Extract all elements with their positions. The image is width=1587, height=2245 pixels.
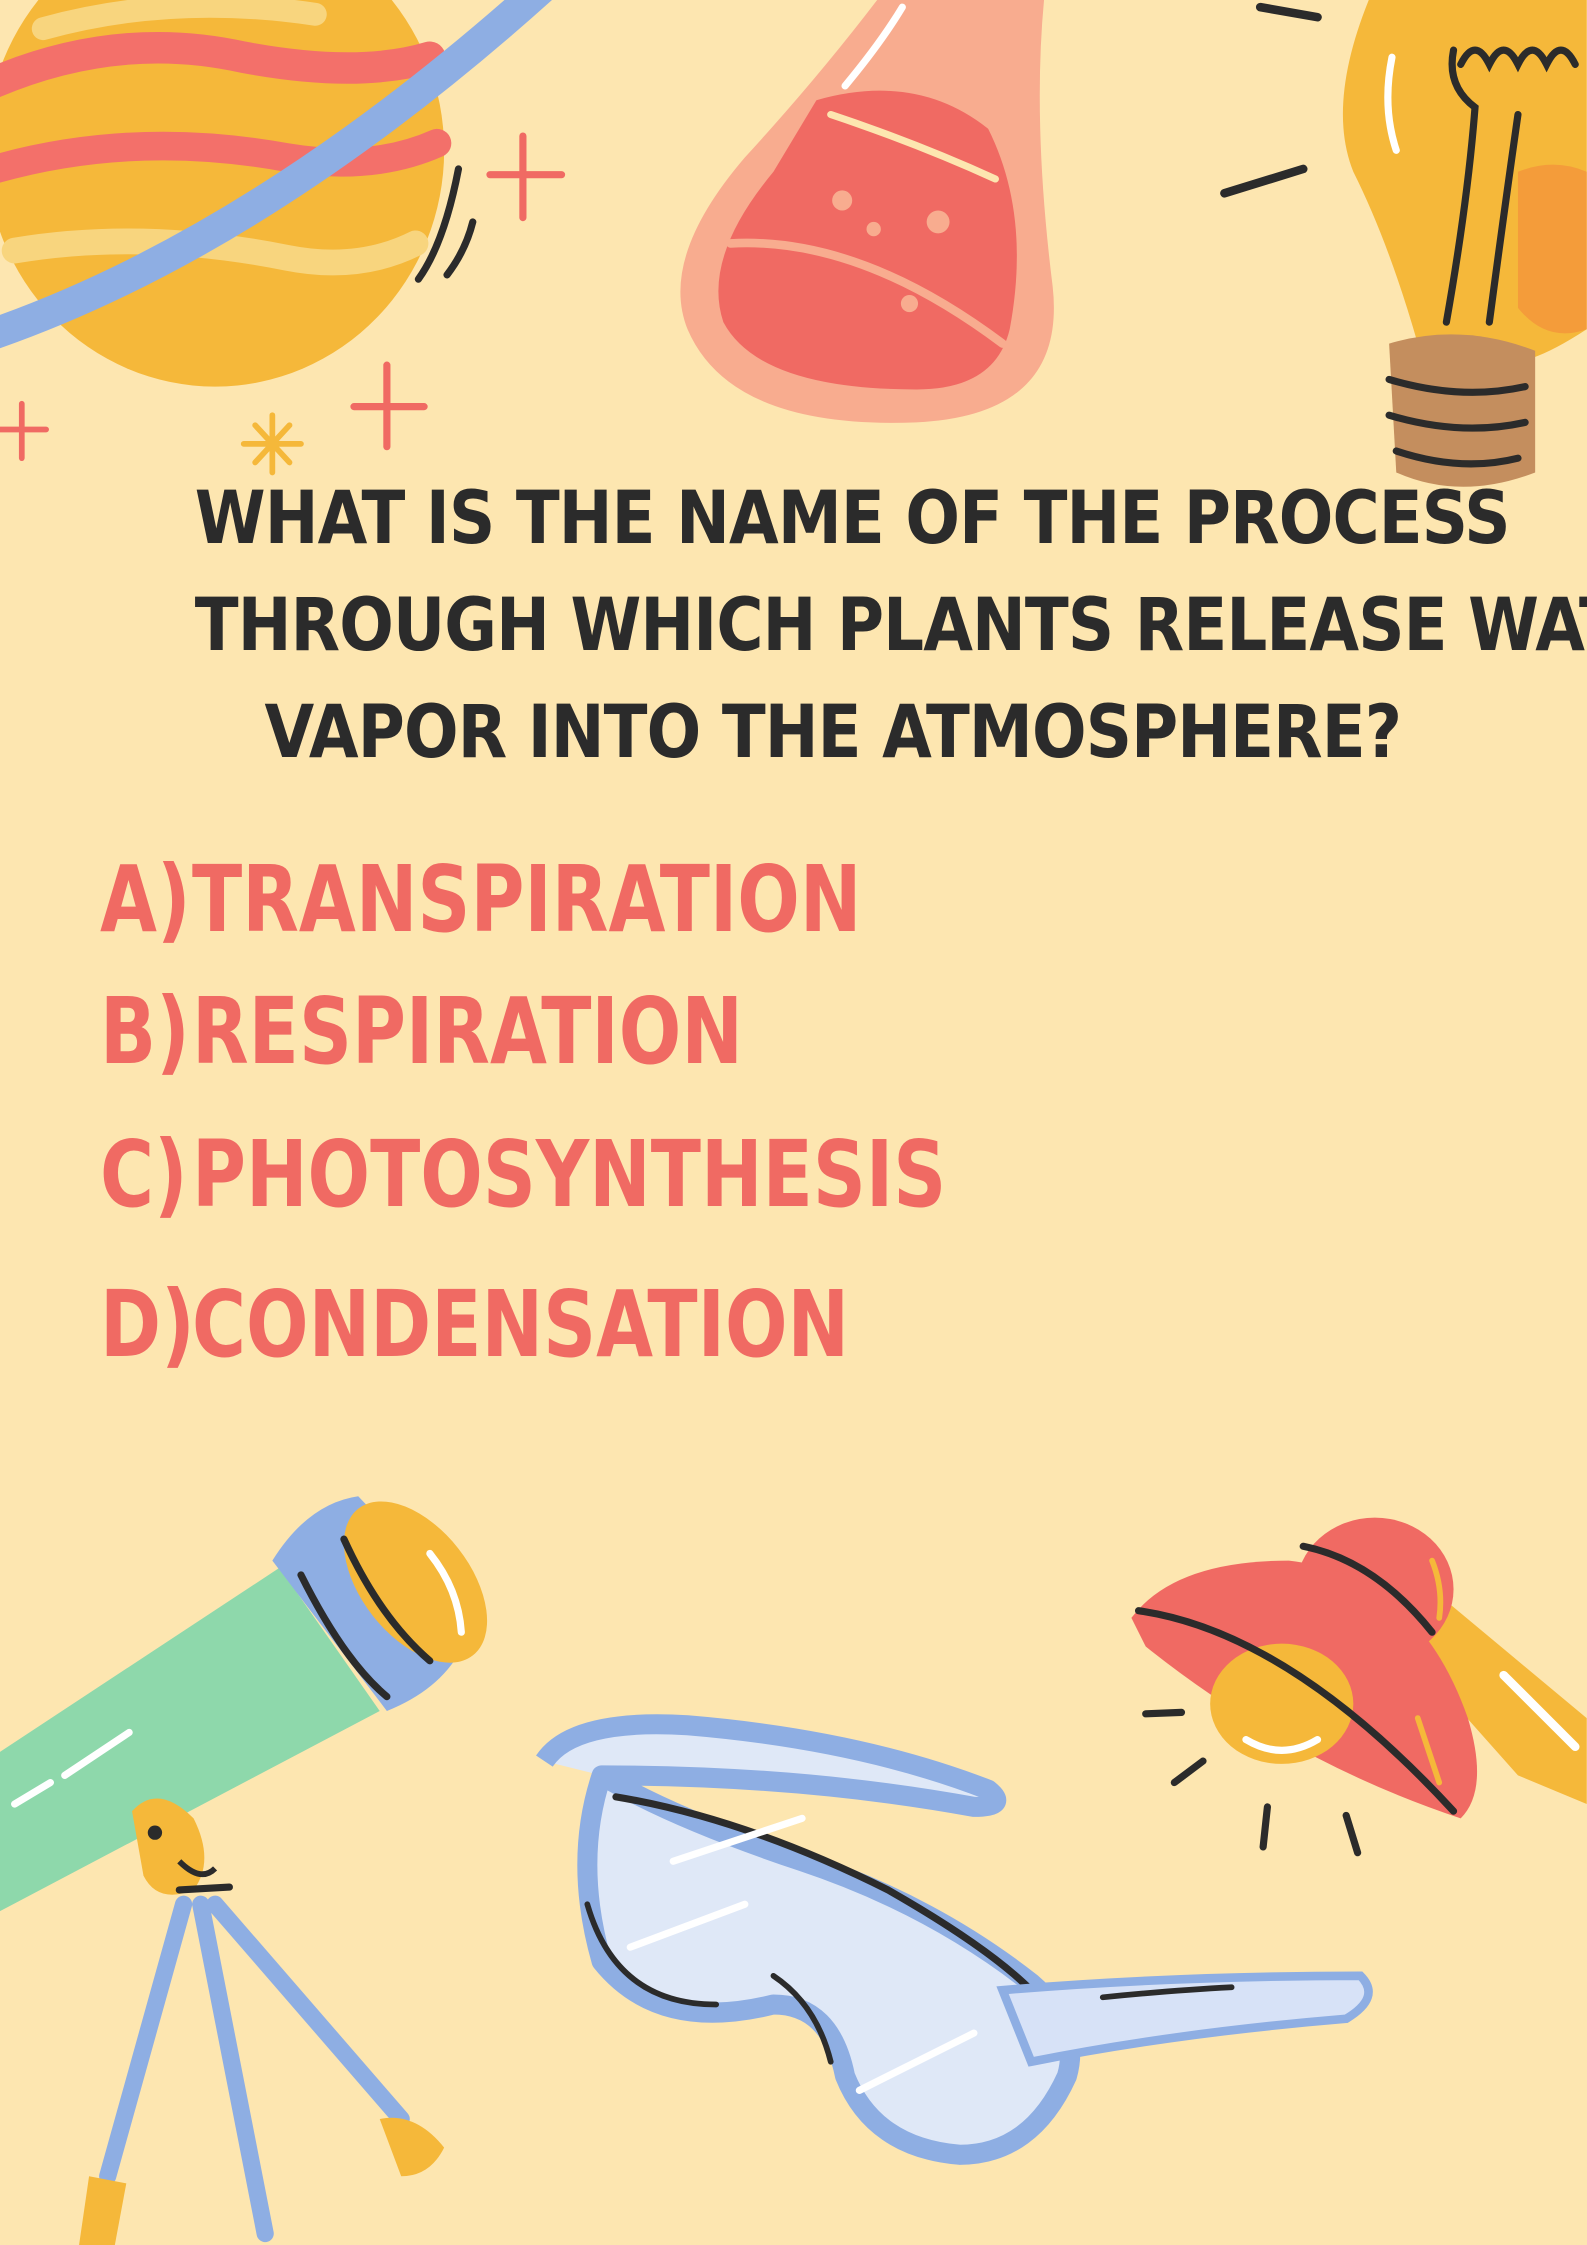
option-a[interactable]: A)TRANSPIRATION bbox=[100, 845, 861, 955]
option-label: PHOTOSYNTHESIS bbox=[192, 1121, 947, 1228]
option-label: RESPIRATION bbox=[192, 978, 743, 1085]
option-label: CONDENSATION bbox=[192, 1271, 850, 1378]
telescope-icon bbox=[0, 1496, 488, 2245]
light-bulb-icon bbox=[1220, 0, 1587, 487]
option-c[interactable]: C)PHOTOSYNTHESIS bbox=[100, 1120, 946, 1230]
option-letter: B) bbox=[100, 978, 190, 1085]
desk-lamp-icon bbox=[1131, 1517, 1587, 1857]
option-d[interactable]: D)CONDENSATION bbox=[100, 1270, 849, 1380]
option-label: TRANSPIRATION bbox=[192, 846, 862, 953]
sparkle-icon bbox=[0, 132, 566, 476]
option-letter: A) bbox=[100, 846, 191, 953]
option-letter: C) bbox=[100, 1121, 188, 1228]
planet-icon bbox=[0, 0, 552, 387]
option-letter: D) bbox=[100, 1271, 195, 1378]
option-b[interactable]: B)RESPIRATION bbox=[100, 977, 743, 1087]
question-line: VAPOR INTO THE ATMOSPHERE? bbox=[264, 690, 1402, 775]
question-line: THROUGH WHICH PLANTS RELEASE WATER bbox=[194, 583, 1587, 668]
flask-icon bbox=[680, 0, 1054, 423]
question-line: WHAT IS THE NAME OF THE PROCESS bbox=[194, 476, 1511, 561]
question-text: WHAT IS THE NAME OF THE PROCESS THROUGH … bbox=[194, 465, 1587, 786]
safety-goggles-icon bbox=[536, 1714, 1373, 2165]
